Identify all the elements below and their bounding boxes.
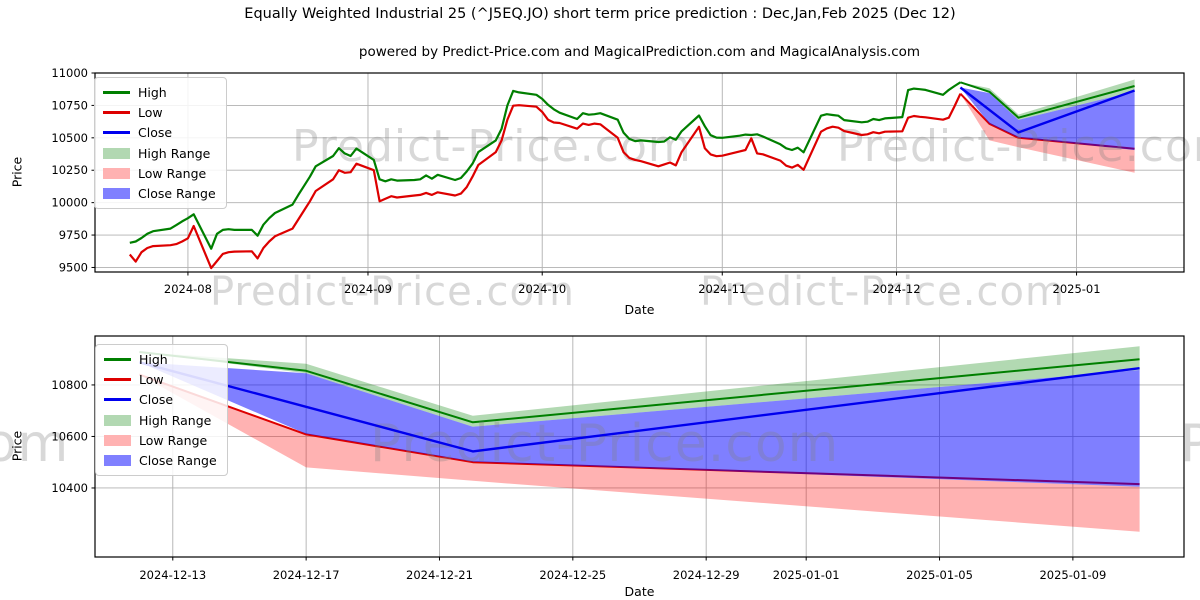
y-tick-label: 11000 bbox=[51, 66, 88, 80]
x-tick-label: 2025-01-09 bbox=[1039, 568, 1106, 582]
watermark: Predict-Price.com bbox=[292, 121, 692, 172]
legend-label: Close bbox=[139, 392, 174, 408]
legend-item-low: Low bbox=[103, 104, 216, 120]
y-tick-label: 10400 bbox=[51, 481, 88, 495]
legend-line-swatch bbox=[103, 110, 130, 114]
legend-item-high: High bbox=[103, 84, 216, 100]
legend-item-close-range: Close Range bbox=[104, 453, 217, 469]
price-chart-top: Predict-Price.com Predict-Price.com Predic… bbox=[51, 66, 1200, 315]
plot-frame bbox=[94, 72, 1185, 273]
legend-label: High Range bbox=[139, 412, 212, 428]
y-axis-label-top: Price bbox=[9, 156, 25, 188]
close-prediction-line bbox=[139, 361, 1140, 453]
x-tick-label: 2024-12-13 bbox=[139, 568, 206, 582]
legend-item-high-range: High Range bbox=[104, 412, 217, 428]
legend-patch-swatch bbox=[104, 455, 131, 467]
y-tick-label: 10600 bbox=[51, 429, 88, 443]
y-tick-label: 10250 bbox=[51, 163, 88, 177]
x-tick-label: 2024-12-21 bbox=[406, 568, 473, 582]
legend-top-chart: High Low Close High Range Low Range Close Ran… bbox=[94, 77, 227, 209]
legend-item-high: High bbox=[104, 351, 217, 367]
legend-patch-swatch bbox=[103, 188, 130, 200]
legend-label: Close bbox=[138, 125, 173, 141]
y-tick-label: 10800 bbox=[51, 378, 88, 392]
x-tick-label: 2024-12 bbox=[872, 282, 920, 296]
powered-by-subtitle: powered by Predict-Price.com and Magical… bbox=[358, 44, 921, 60]
x-axis-label-top: Date bbox=[624, 302, 655, 317]
legend-item-high-range: High Range bbox=[103, 145, 216, 161]
x-tick-label: 2025-01-01 bbox=[773, 568, 840, 582]
y-tick-label: 10500 bbox=[51, 131, 88, 145]
x-tick-label: 2024-12-29 bbox=[673, 568, 740, 582]
legend-item-low: Low bbox=[104, 371, 217, 387]
legend-patch-swatch bbox=[103, 147, 130, 159]
legend-item-low-range: Low Range bbox=[103, 166, 216, 182]
y-axis-label-bottom: Price bbox=[9, 430, 25, 462]
low-history-line bbox=[128, 93, 962, 270]
y-tick-label: 9500 bbox=[59, 260, 88, 274]
legend-line-swatch bbox=[104, 357, 131, 361]
x-tick-label: 2024-12-25 bbox=[539, 568, 606, 582]
x-tick-label: 2024-09 bbox=[344, 282, 392, 296]
x-tick-label: 2025-01-05 bbox=[906, 568, 973, 582]
legend-patch-swatch bbox=[104, 414, 131, 426]
watermark: Predict-Price.com bbox=[837, 121, 1200, 172]
watermark: Predict-Price.com bbox=[700, 269, 1065, 315]
legend-label: Low bbox=[138, 104, 163, 120]
legend-label: High bbox=[138, 84, 167, 100]
legend-patch-swatch bbox=[103, 168, 130, 180]
watermark: Predict-Price.com bbox=[370, 414, 839, 474]
legend-patch-swatch bbox=[104, 435, 131, 447]
high-history-line bbox=[129, 81, 961, 250]
close-range-band bbox=[960, 87, 1135, 151]
y-tick-label: 9750 bbox=[59, 228, 88, 242]
x-tick-label: 2024-11 bbox=[698, 282, 746, 296]
high-range-band bbox=[960, 79, 1135, 120]
legend-line-swatch bbox=[104, 398, 131, 402]
figure-title: Equally Weighted Industrial 25 (^J5EQ.JO… bbox=[244, 6, 956, 22]
legend-label: High bbox=[139, 351, 168, 367]
x-tick-label: 2025-01 bbox=[1053, 282, 1101, 296]
legend-bottom-chart: High Low Close High Range Low Range Close Ran… bbox=[95, 344, 228, 476]
legend-label: Low Range bbox=[139, 433, 208, 449]
y-tick-label: 10750 bbox=[51, 98, 88, 112]
watermark: Predict-Price.com bbox=[1180, 414, 1200, 474]
x-tick-label: 2024-08 bbox=[164, 282, 212, 296]
watermark: Predict-Price.com bbox=[0, 414, 69, 474]
legend-line-swatch bbox=[103, 90, 130, 94]
watermark: Predict-Price.com bbox=[210, 269, 575, 315]
x-tick-label: 2024-10 bbox=[518, 282, 566, 296]
legend-item-close: Close bbox=[103, 125, 216, 141]
x-tick-label: 2024-12-17 bbox=[273, 568, 340, 582]
legend-label: Close Range bbox=[139, 453, 217, 469]
high-prediction-line bbox=[960, 81, 1135, 119]
close-prediction-line bbox=[959, 86, 1136, 134]
legend-item-low-range: Low Range bbox=[104, 433, 217, 449]
high-range-band bbox=[139, 346, 1140, 427]
legend-label: Low Range bbox=[138, 166, 207, 182]
legend-label: Close Range bbox=[138, 186, 216, 202]
legend-line-swatch bbox=[104, 377, 131, 381]
legend-item-close: Close bbox=[104, 392, 217, 408]
low-range-band bbox=[139, 374, 1140, 532]
legend-line-swatch bbox=[103, 131, 130, 135]
legend-label: High Range bbox=[138, 145, 211, 161]
close-range-band bbox=[139, 362, 1140, 487]
low-range-band bbox=[960, 93, 1135, 173]
legend-label: Low bbox=[139, 371, 164, 387]
x-axis-label-bottom: Date bbox=[624, 584, 655, 599]
legend-item-close-range: Close Range bbox=[103, 186, 216, 202]
y-tick-label: 10000 bbox=[51, 196, 88, 210]
